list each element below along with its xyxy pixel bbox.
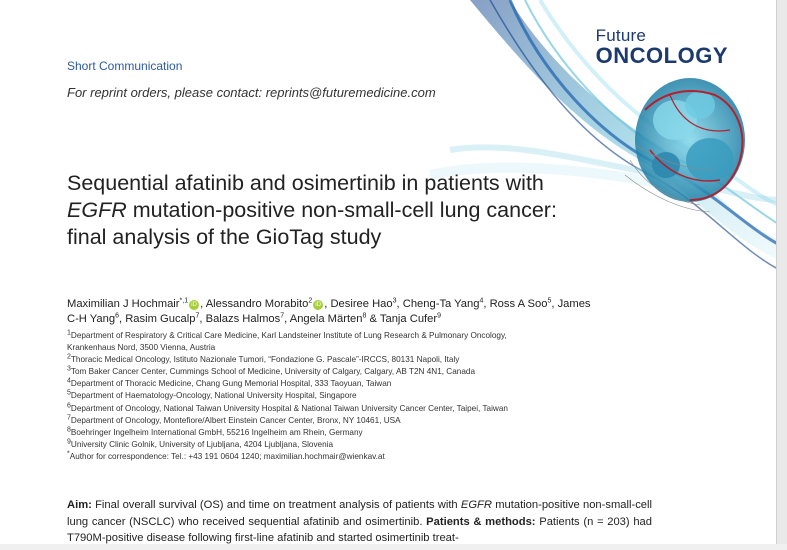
author-affiliation-mark: 6 xyxy=(115,312,119,320)
author: Cheng-Ta Yang4 xyxy=(402,297,484,310)
viewer-bottom-edge xyxy=(0,544,787,550)
affiliation-number: 3 xyxy=(67,365,71,373)
author: Desiree Hao3 xyxy=(330,297,397,310)
affiliation-number: * xyxy=(67,450,70,458)
author: Balazs Halmos7 xyxy=(205,312,285,325)
affiliation-number: 5 xyxy=(67,389,71,397)
methods-label: Patients & methods: xyxy=(426,515,536,528)
abstract: Aim: Final overall survival (OS) and tim… xyxy=(67,497,652,547)
author-affiliation-mark: 8 xyxy=(362,312,367,320)
author-affiliation-mark: 7 xyxy=(195,312,200,320)
affiliation-text: Department of Oncology, National Taiwan … xyxy=(70,403,508,413)
affiliation-number: 2 xyxy=(67,353,71,361)
affiliation-text: Krankenhaus Nord, 3500 Vienna, Austria xyxy=(67,343,216,353)
title-part1: Sequential afatinib and osimertinib in p… xyxy=(67,171,544,195)
aim-text-1: Final overall survival (OS) and time on … xyxy=(91,499,461,511)
author: Ross A Soo5 xyxy=(489,297,552,310)
affiliation-list: 1Department of Respiratory & Critical Ca… xyxy=(67,329,627,463)
affiliation-text: Department of Haematology-Oncology, Nati… xyxy=(70,391,357,401)
journal-logo: Future ONCOLOGY xyxy=(596,27,728,67)
author-affiliation-mark: 2 xyxy=(308,297,313,305)
author-name: Maximilian J Hochmair xyxy=(67,298,180,310)
author: James C-H Yang6 xyxy=(67,298,591,325)
affiliation-line: 1Department of Respiratory & Critical Ca… xyxy=(67,329,627,342)
affiliation-text: Boehringer Ingelheim International GmbH,… xyxy=(70,427,363,437)
viewer-scrollbar[interactable] xyxy=(776,0,787,550)
article-type: Short Communication xyxy=(67,59,183,73)
affiliation-text: Tom Baker Cancer Center, Cummings School… xyxy=(70,367,475,377)
author-list: Maximilian J Hochmair*,1iD, Alessandro M… xyxy=(67,297,591,325)
affiliation-text: Thoracic Medical Oncology, Istituto Nazi… xyxy=(70,355,460,365)
author-affiliation-mark: 9 xyxy=(437,312,442,320)
orcid-icon[interactable]: iD xyxy=(313,300,324,310)
affiliation-number: 7 xyxy=(67,413,71,421)
affiliation-number: 1 xyxy=(67,329,71,337)
affiliation-line: 4Department of Thoracic Medicine, Chang … xyxy=(67,378,627,390)
author-affiliation-mark: 5 xyxy=(547,297,552,305)
cover-artwork xyxy=(430,0,776,269)
author-name: Balazs Halmos xyxy=(205,313,281,325)
affiliation-text: University Clinic Golnik, University of … xyxy=(70,439,334,449)
paper-title: Sequential afatinib and osimertinib in p… xyxy=(67,170,567,251)
affiliation-text: Department of Oncology, Montefiore/Alber… xyxy=(70,415,401,425)
author-name: Desiree Hao xyxy=(330,298,393,310)
affiliation-text: Author for correspondence: Tel.: +43 191… xyxy=(69,451,385,461)
author-name: Rasim Gucalp xyxy=(125,313,196,325)
affiliation-number: 8 xyxy=(67,426,71,434)
author: Rasim Gucalp7 xyxy=(125,312,200,325)
author-name: Ross A Soo xyxy=(489,298,548,310)
author: Tanja Cufer9 xyxy=(379,312,442,325)
journal-logo-top: Future xyxy=(595,26,646,45)
author-name: James C-H Yang xyxy=(67,298,591,325)
reprint-notice: For reprint orders, please contact: repr… xyxy=(67,85,436,100)
title-italic: EGFR xyxy=(67,198,127,222)
aim-italic: EGFR xyxy=(460,499,492,511)
aim-text-2: mutation-positive non-small-cell lung ca… xyxy=(67,499,652,528)
affiliation-line: 7Department of Oncology, Montefiore/Albe… xyxy=(67,413,627,427)
affiliation-line: 9University Clinic Golnik, University of… xyxy=(67,438,627,451)
affiliation-line: 6Department of Oncology, National Taiwan… xyxy=(67,401,627,415)
orcid-icon[interactable]: iD xyxy=(189,300,200,310)
author-name: Tanja Cufer xyxy=(379,313,438,325)
author: Alessandro Morabito2iD xyxy=(205,297,325,310)
affiliation-text: Department of Thoracic Medicine, Chang G… xyxy=(70,379,392,389)
affiliation-line: 8Boehringer Ingelheim International GmbH… xyxy=(67,426,627,439)
author-affiliation-mark: 4 xyxy=(479,297,484,305)
author-name: Cheng-Ta Yang xyxy=(402,298,480,310)
affiliation-line: 3Tom Baker Cancer Center, Cummings Schoo… xyxy=(67,366,627,378)
methods-text: Patients (n = 203) had T790M-positive di… xyxy=(67,515,652,545)
affiliation-line: *Author for correspondence: Tel.: +43 19… xyxy=(67,450,627,463)
author-name: Angela Märten xyxy=(289,313,363,325)
affiliation-number: 9 xyxy=(67,438,71,446)
journal-logo-bottom: ONCOLOGY xyxy=(595,43,728,68)
author: Maximilian J Hochmair*,1iD xyxy=(67,297,200,310)
author-affiliation-mark: 7 xyxy=(280,312,285,320)
author-affiliation-mark: *,1 xyxy=(179,297,189,305)
affiliation-line: 2Thoracic Medical Oncology, Istituto Naz… xyxy=(67,353,627,366)
author-name: Alessandro Morabito xyxy=(205,298,309,310)
affiliation-text: Department of Respiratory & Critical Car… xyxy=(70,331,507,340)
affiliation-number: 4 xyxy=(67,377,71,385)
author: Angela Märten8 xyxy=(289,312,367,325)
aim-label: Aim: xyxy=(67,499,92,511)
affiliation-line: 5Department of Haematology-Oncology, Nat… xyxy=(67,390,627,402)
affiliation-number: 6 xyxy=(67,401,71,409)
title-part2: mutation-positive non-small-cell lung ca… xyxy=(67,198,557,249)
affiliation-line: Krankenhaus Nord, 3500 Vienna, Austria xyxy=(67,342,627,354)
author-affiliation-mark: 3 xyxy=(392,297,397,305)
